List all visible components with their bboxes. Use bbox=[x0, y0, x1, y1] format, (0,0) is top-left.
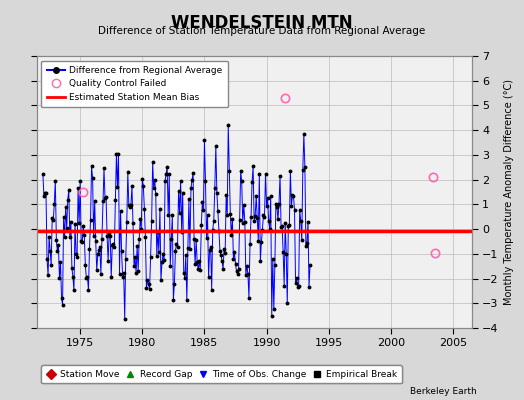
Text: Berkeley Earth: Berkeley Earth bbox=[410, 387, 477, 396]
Text: WENDELSTEIN MTN: WENDELSTEIN MTN bbox=[171, 14, 353, 32]
Text: Difference of Station Temperature Data from Regional Average: Difference of Station Temperature Data f… bbox=[99, 26, 425, 36]
Y-axis label: Monthly Temperature Anomaly Difference (°C): Monthly Temperature Anomaly Difference (… bbox=[504, 79, 514, 305]
Legend: Station Move, Record Gap, Time of Obs. Change, Empirical Break: Station Move, Record Gap, Time of Obs. C… bbox=[41, 365, 402, 383]
